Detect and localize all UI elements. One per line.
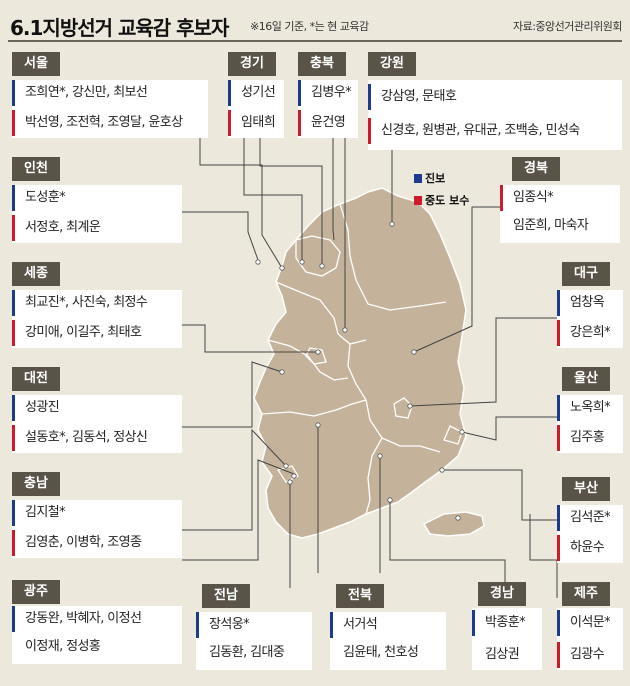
- legend-progressive-label: 진보: [425, 172, 446, 185]
- chungbuk-conservative: 윤건영: [298, 110, 346, 136]
- chungbuk-progressive: 김병우*: [298, 80, 352, 106]
- gangwon-conservative: 신경호, 원병관, 유대균, 조백송, 민성숙: [368, 118, 580, 144]
- region-tag-seoul: 서울: [12, 52, 60, 76]
- daegu-conservative: 강은희*: [557, 320, 611, 346]
- region-box-gyeongnam: 박종훈* 김상권: [472, 608, 542, 670]
- gyeongbuk-conservative: 임종식*: [500, 185, 554, 211]
- region-tag-gyeonggi: 경기: [228, 52, 276, 76]
- legend-conservative-label: 중도 보수: [425, 194, 470, 207]
- region-box-gyeongbuk: 임종식* 임준희, 마숙자: [500, 185, 620, 243]
- gyeongnam-progressive: 박종훈*: [472, 610, 526, 636]
- region-box-gangwon: 강삼영, 문태호 신경호, 원병관, 유대균, 조백송, 민성숙: [368, 80, 622, 150]
- region-box-ulsan: 노옥희* 김주홍: [557, 395, 623, 453]
- source-credit: 자료:중앙선거관리위원회: [512, 20, 623, 33]
- region-box-gwangju: 강동완, 박혜자, 이정선 이정재, 정성홍: [12, 606, 182, 664]
- region-tag-chungnam: 충남: [12, 472, 60, 496]
- gwangju-other: 이정재, 정성홍: [25, 639, 101, 654]
- location-dots: [255, 221, 465, 521]
- legend-conservative: 중도 보수: [414, 192, 469, 208]
- region-tag-daegu: 대구: [562, 262, 610, 286]
- region-tag-ulsan: 울산: [562, 367, 610, 391]
- sejong-conservative: 강미애, 이길주, 최태호: [12, 320, 142, 346]
- ulsan-conservative: 김주홍: [557, 425, 605, 451]
- jeju-conservative: 김광수: [557, 642, 605, 668]
- jeju-shape: [422, 511, 485, 537]
- ulsan-progressive: 노옥희*: [557, 395, 611, 421]
- legend-conservative-swatch: [414, 195, 422, 205]
- region-box-gyeonggi: 성기선 임태희: [228, 80, 284, 138]
- header-note: ※16일 기준, *는 현 교육감: [250, 20, 369, 33]
- gyeongbuk-other: 임준희, 마숙자: [513, 218, 589, 233]
- legend: 진보 중도 보수: [414, 170, 469, 214]
- mainland-shape: [253, 187, 467, 539]
- legend-progressive-swatch: [414, 173, 422, 183]
- legend-progressive: 진보: [414, 170, 469, 186]
- daegu-progressive: 엄창옥: [557, 290, 605, 316]
- gyeonggi-conservative: 임태희: [228, 110, 276, 136]
- region-tag-daejeon: 대전: [12, 367, 60, 391]
- region-box-busan: 김석준* 하윤수: [557, 505, 623, 563]
- region-box-daejeon: 성광진 설동호*, 김동석, 정상신: [12, 395, 182, 453]
- region-tag-sejong: 세종: [12, 262, 60, 286]
- incheon-progressive: 도성훈*: [12, 185, 66, 211]
- region-tag-jeonnam: 전남: [202, 584, 250, 608]
- jeonbuk-other: 김윤태, 천호성: [343, 645, 419, 660]
- sejong-progressive: 최교진*, 사진숙, 최정수: [12, 290, 148, 316]
- region-tag-gwangju: 광주: [12, 580, 60, 604]
- region-tag-jeonbuk: 전북: [336, 584, 384, 608]
- region-tag-gyeongbuk: 경북: [512, 157, 560, 181]
- busan-conservative: 하윤수: [557, 535, 605, 561]
- chungnam-conservative: 김영춘, 이병학, 조영종: [12, 530, 142, 556]
- jeonnam-progressive: 장석웅*: [196, 612, 250, 638]
- jeju-progressive: 이석문*: [557, 610, 611, 636]
- jeonnam-other: 김동환, 김대중: [209, 645, 285, 660]
- region-tag-gangwon: 강원: [368, 52, 416, 76]
- daejeon-conservative: 설동호*, 김동석, 정상신: [12, 425, 148, 451]
- leader-lines: [182, 135, 558, 598]
- province-borders: [261, 203, 463, 515]
- region-box-chungbuk: 김병우* 윤건영: [298, 80, 358, 138]
- region-box-jeonnam: 장석웅* 김동환, 김대중: [196, 612, 312, 670]
- gangwon-progressive: 강삼영, 문태호: [368, 84, 457, 110]
- region-box-incheon: 도성훈* 서정호, 최계운: [12, 185, 182, 243]
- gyeonggi-progressive: 성기선: [228, 80, 276, 106]
- busan-progressive: 김석준*: [557, 505, 611, 531]
- region-box-chungnam: 김지철* 김영춘, 이병학, 조영종: [12, 500, 182, 558]
- seoul-progressive: 조희연*, 강신만, 최보선: [12, 80, 148, 106]
- region-box-seoul: 조희연*, 강신만, 최보선 박선영, 조전혁, 조영달, 윤호상: [12, 80, 208, 138]
- region-box-jeju: 이석문* 김광수: [557, 608, 623, 670]
- region-tag-incheon: 인천: [12, 157, 60, 181]
- region-tag-busan: 부산: [562, 477, 610, 501]
- incheon-conservative: 서정호, 최계운: [12, 215, 101, 241]
- daejeon-progressive: 성광진: [12, 395, 60, 421]
- gwangju-progressive: 강동완, 박혜자, 이정선: [12, 606, 142, 632]
- jeonbuk-progressive: 서거석: [330, 612, 378, 638]
- region-box-daegu: 엄창옥 강은희*: [557, 290, 623, 348]
- region-box-sejong: 최교진*, 사진숙, 최정수 강미애, 이길주, 최태호: [12, 290, 182, 348]
- region-tag-chungbuk: 충북: [298, 52, 346, 76]
- page-title: 6.1지방선거 교육감 후보자: [10, 16, 229, 40]
- seoul-conservative: 박선영, 조전혁, 조영달, 윤호상: [12, 110, 183, 136]
- region-tag-gyeongnam: 경남: [478, 582, 526, 606]
- chungnam-progressive: 김지철*: [12, 500, 66, 526]
- region-box-jeonbuk: 서거석 김윤태, 천호성: [330, 612, 446, 670]
- header-divider: [8, 40, 622, 42]
- region-tag-jeju: 제주: [562, 582, 610, 606]
- gyeongnam-other: 김상권: [485, 647, 520, 662]
